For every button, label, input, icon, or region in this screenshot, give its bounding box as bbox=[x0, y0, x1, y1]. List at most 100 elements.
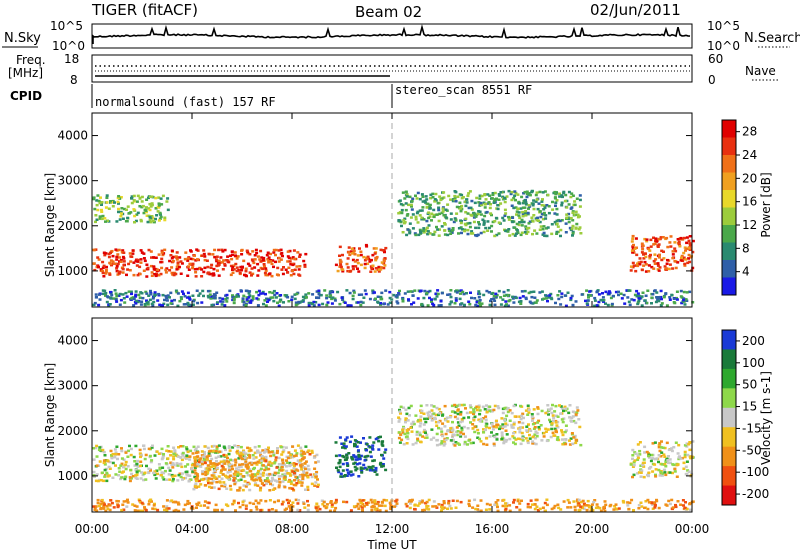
data-cell bbox=[328, 509, 332, 513]
data-cell bbox=[425, 507, 429, 510]
data-cell bbox=[655, 291, 659, 294]
data-cell bbox=[362, 463, 366, 467]
data-cell bbox=[228, 463, 232, 466]
data-cell bbox=[541, 233, 545, 236]
data-cell bbox=[301, 295, 305, 299]
data-cell bbox=[527, 222, 531, 225]
data-cell bbox=[142, 269, 146, 272]
data-cell bbox=[488, 206, 492, 210]
data-cell bbox=[241, 297, 245, 300]
data-cell bbox=[641, 291, 645, 294]
data-cell bbox=[264, 499, 268, 503]
data-cell bbox=[539, 424, 543, 427]
data-cell bbox=[132, 199, 136, 202]
data-cell bbox=[536, 412, 540, 416]
data-cell bbox=[416, 210, 420, 214]
colorbar-swatch bbox=[722, 260, 736, 278]
data-cell bbox=[540, 200, 544, 203]
data-cell bbox=[647, 467, 651, 470]
data-cell bbox=[179, 296, 183, 299]
data-cell bbox=[160, 266, 164, 270]
data-cell bbox=[137, 469, 141, 473]
data-cell bbox=[651, 470, 655, 473]
data-cell bbox=[478, 437, 481, 441]
data-cell bbox=[101, 271, 105, 275]
data-cell bbox=[499, 296, 503, 299]
data-cell bbox=[432, 303, 436, 307]
data-cell bbox=[479, 499, 483, 502]
data-cell bbox=[270, 262, 274, 266]
data-cell bbox=[549, 407, 553, 410]
data-cell bbox=[423, 289, 427, 293]
data-cell bbox=[449, 427, 453, 430]
data-cell bbox=[221, 473, 225, 476]
data-cell bbox=[501, 411, 505, 415]
data-cell bbox=[454, 506, 458, 509]
data-cell bbox=[466, 443, 469, 446]
data-cell bbox=[294, 462, 298, 466]
data-cell bbox=[566, 506, 570, 509]
data-cell bbox=[435, 295, 439, 298]
data-cell bbox=[477, 404, 481, 407]
data-cell bbox=[203, 258, 207, 262]
data-cell bbox=[232, 301, 236, 305]
data-cell bbox=[96, 498, 100, 502]
data-cell bbox=[227, 446, 231, 449]
data-cell bbox=[221, 466, 225, 469]
data-cell bbox=[155, 214, 159, 217]
data-cell bbox=[459, 420, 463, 424]
data-cell bbox=[675, 290, 679, 293]
data-cell bbox=[342, 500, 345, 504]
data-cell bbox=[479, 213, 483, 216]
data-cell bbox=[181, 445, 185, 448]
data-cell bbox=[92, 458, 96, 461]
data-cell bbox=[650, 265, 654, 269]
data-cell bbox=[506, 289, 510, 292]
data-cell bbox=[303, 506, 307, 509]
data-cell bbox=[427, 498, 431, 502]
data-cell bbox=[476, 212, 480, 216]
data-cell bbox=[631, 234, 635, 238]
data-cell bbox=[342, 442, 346, 445]
data-cell bbox=[401, 428, 405, 431]
data-cell bbox=[664, 292, 668, 296]
data-cell bbox=[460, 193, 464, 197]
data-cell bbox=[623, 302, 627, 305]
data-cell bbox=[153, 454, 157, 457]
data-cell bbox=[368, 436, 372, 439]
data-cell bbox=[638, 257, 642, 260]
data-cell bbox=[448, 504, 452, 508]
data-cell bbox=[508, 234, 512, 237]
data-cell bbox=[258, 451, 262, 454]
data-cell bbox=[468, 190, 472, 193]
data-cell bbox=[145, 464, 148, 468]
data-cell bbox=[405, 442, 409, 445]
data-cell bbox=[551, 431, 555, 435]
data-cell bbox=[473, 415, 477, 418]
data-cell bbox=[520, 414, 524, 418]
data-cell bbox=[302, 502, 306, 505]
data-cell bbox=[564, 222, 568, 225]
data-cell bbox=[96, 194, 100, 197]
data-cell bbox=[193, 469, 197, 472]
data-cell bbox=[270, 508, 274, 511]
data-cell bbox=[687, 253, 691, 257]
data-cell bbox=[277, 456, 281, 460]
data-cell bbox=[431, 302, 435, 306]
data-cell bbox=[213, 255, 217, 259]
data-cell bbox=[292, 489, 296, 492]
data-cell bbox=[311, 302, 314, 306]
data-cell bbox=[295, 482, 299, 485]
data-cell bbox=[574, 421, 578, 425]
data-cell bbox=[484, 202, 488, 206]
data-cell bbox=[480, 203, 483, 207]
data-cell bbox=[219, 460, 223, 463]
data-cell bbox=[482, 219, 486, 223]
data-cell bbox=[158, 303, 162, 307]
data-cell bbox=[187, 268, 191, 271]
data-cell bbox=[268, 499, 272, 502]
data-cell bbox=[631, 475, 634, 479]
data-cell bbox=[434, 192, 438, 196]
data-cell bbox=[646, 289, 650, 292]
data-cell bbox=[201, 254, 204, 257]
